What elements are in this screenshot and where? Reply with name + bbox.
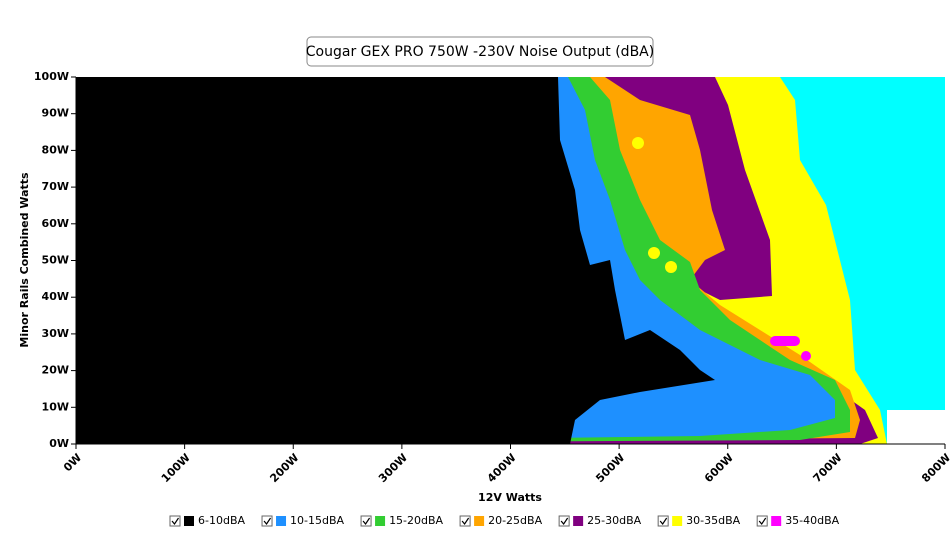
- y-tick-label: 20W: [42, 364, 69, 377]
- legend-swatch: [375, 516, 386, 526]
- legend-label: 25-30dBA: [587, 514, 641, 527]
- y-tick-label: 80W: [42, 143, 69, 156]
- legend-check: [171, 517, 179, 526]
- legend-check: [758, 517, 767, 526]
- legend-label: 6-10dBA: [198, 514, 245, 527]
- y-tick-label: 10W: [42, 400, 69, 413]
- noise-region: [76, 77, 715, 444]
- noise-spot: [648, 247, 660, 259]
- y-tick-label: 70W: [42, 180, 69, 193]
- legend-swatch: [573, 516, 584, 526]
- legend-checkbox[interactable]: [459, 515, 471, 527]
- legend-checkbox[interactable]: [360, 515, 372, 527]
- x-tick-label: 100W: [159, 451, 193, 485]
- y-tick-label: 100W: [34, 70, 69, 83]
- y-tick-label: 0W: [49, 437, 69, 450]
- x-tick-label: 700W: [811, 451, 845, 485]
- legend-swatch: [672, 516, 683, 526]
- white-corner: [887, 410, 945, 444]
- noise-spot: [801, 351, 811, 361]
- noise-spot: [770, 336, 800, 346]
- y-tick-label: 90W: [42, 107, 69, 120]
- y-tick-label: 50W: [42, 254, 69, 267]
- x-tick-label: 800W: [919, 451, 950, 485]
- legend-label: 15-20dBA: [389, 514, 443, 527]
- legend-check: [461, 517, 470, 526]
- y-tick-label: 40W: [42, 290, 69, 303]
- legend: 6-10dBA 10-15dBA 15-20dBA 20-25dBA 25-30dBA 3…: [169, 514, 840, 527]
- y-axis-label: Minor Rails Combined Watts: [18, 172, 31, 348]
- x-tick-label: 600W: [702, 451, 736, 485]
- title-box: [306, 36, 654, 67]
- x-axis-label: 12V Watts: [478, 491, 542, 504]
- plot-area: [76, 77, 945, 444]
- legend-label: 35-40dBA: [785, 514, 839, 527]
- x-tick-label: 0W: [61, 451, 84, 474]
- chart-title: Cougar GEX PRO 750W -230V Noise Output (…: [306, 44, 654, 60]
- legend-swatch: [474, 516, 485, 526]
- legend-label: 30-35dBA: [686, 514, 740, 527]
- legend-checkbox[interactable]: [756, 515, 768, 527]
- legend-checkbox[interactable]: [169, 515, 181, 527]
- legend-label: 20-25dBA: [488, 514, 542, 527]
- x-tick-label: 400W: [485, 451, 519, 485]
- legend-check: [362, 517, 371, 526]
- noise-spot: [632, 137, 644, 149]
- legend-checkbox[interactable]: [261, 515, 273, 527]
- noise-spot: [665, 261, 677, 273]
- legend-check: [560, 517, 569, 526]
- x-tick-label: 500W: [593, 451, 627, 485]
- x-tick-label: 300W: [376, 451, 410, 485]
- y-tick-label: 30W: [42, 327, 69, 340]
- x-tick-label: 200W: [267, 451, 301, 485]
- legend-swatch: [276, 516, 287, 526]
- legend-swatch: [184, 516, 194, 526]
- legend-check: [263, 517, 272, 526]
- legend-check: [659, 517, 668, 526]
- legend-checkbox[interactable]: [657, 515, 669, 527]
- legend-swatch: [771, 516, 782, 526]
- legend-label: 10-15dBA: [290, 514, 344, 527]
- legend-checkbox[interactable]: [558, 515, 570, 527]
- y-tick-label: 60W: [42, 217, 69, 230]
